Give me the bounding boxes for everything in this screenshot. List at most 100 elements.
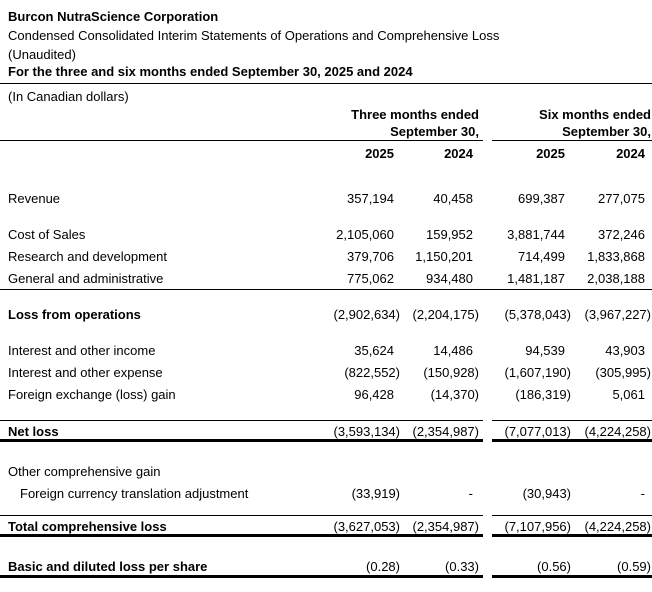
value-cell-6mo-2025: (7,107,956) (504, 519, 572, 534)
value-cell-6mo-2024: 2,038,188 (587, 271, 645, 286)
value-cell-3mo-2024: (14,370) (430, 387, 479, 402)
three-month-group: Revenue 357,194 40,458 (0, 188, 483, 210)
value-cell-3mo-2024: (2,354,987) (412, 424, 480, 439)
table-row: Total comprehensive loss (3,627,053) (2,35… (0, 515, 652, 537)
column-group-gap (483, 246, 492, 268)
six-month-group: 699,387 277,075 (492, 188, 652, 210)
value-cell-3mo-2024: - (468, 486, 473, 501)
column-header-date-row: September 30, September 30, (0, 124, 652, 141)
six-month-group: (7,107,956) (4,224,258) (492, 515, 652, 537)
value-cell-3mo-2024: (150,928) (423, 365, 479, 380)
column-group-gap (483, 420, 492, 442)
six-month-group: (5,378,043) (3,967,227) (492, 304, 652, 326)
table-row: Revenue 357,194 40,458 699,387 277,075 (0, 188, 652, 210)
year-header-3mo-2025: 2025 (365, 146, 394, 161)
three-month-group: Interest and other expense (822,552) (150,… (0, 362, 483, 384)
three-month-group: Basic and diluted loss per share (0.28) (0… (0, 556, 483, 578)
three-month-group: Cost of Sales 2,105,060 159,952 (0, 224, 483, 246)
row-label: Revenue (8, 191, 61, 206)
year-header-6mo-2024: 2024 (616, 146, 645, 161)
year-header-6mo-2025: 2025 (536, 146, 565, 161)
spacer-row (0, 210, 652, 224)
year-header-3mo-2024: 2024 (444, 146, 473, 161)
row-label: Net loss (8, 424, 59, 439)
column-group-gap (483, 304, 492, 326)
six-month-group: 3,881,744 372,246 (492, 224, 652, 246)
value-cell-6mo-2025: 699,387 (518, 191, 565, 206)
three-month-group: Other comprehensive gain (0, 461, 483, 483)
spacer-row (0, 537, 652, 556)
three-month-group: General and administrative 775,062 934,480 (0, 268, 483, 289)
three-month-group: Foreign currency translation adjustment (… (0, 483, 483, 505)
audit-status: (Unaudited) (8, 47, 76, 62)
spacer-row (0, 406, 652, 420)
row-label: Cost of Sales (8, 227, 86, 242)
column-header-period-row: Three months ended Six months ended (0, 106, 652, 124)
three-month-group: Research and development 379,706 1,150,201 (0, 246, 483, 268)
value-cell-3mo-2025: (3,627,053) (333, 519, 401, 534)
six-month-group: (186,319) 5,061 (492, 384, 652, 406)
table-row: Net loss (3,593,134) (2,354,987) (7,077,013… (0, 420, 652, 442)
value-cell-6mo-2025: (1,607,190) (504, 365, 572, 380)
row-label: Total comprehensive loss (8, 519, 167, 534)
three-month-group: 2025 2024 (0, 144, 483, 163)
six-month-group: 2025 2024 (492, 144, 652, 163)
value-cell-6mo-2025: (30,943) (522, 486, 571, 501)
value-cell-3mo-2025 (300, 461, 400, 483)
column-group-gap (483, 268, 492, 289)
three-month-group: Foreign exchange (loss) gain 96,428 (14,37… (0, 384, 483, 406)
table-row: Basic and diluted loss per share (0.28) (0… (0, 556, 652, 578)
three-month-group-header: Three months ended (351, 107, 479, 122)
three-month-date-header: September 30, (0, 124, 483, 141)
value-cell-3mo-2025: (822,552) (344, 365, 400, 380)
three-month-group: Interest and other income 35,624 14,486 (0, 340, 483, 362)
value-cell-6mo-2024: (0.59) (617, 559, 651, 574)
row-label: Foreign exchange (loss) gain (8, 387, 176, 402)
column-group-gap (483, 144, 492, 163)
six-month-group-header: Six months ended (539, 107, 651, 122)
value-cell-6mo-2024 (571, 461, 652, 483)
value-cell-6mo-2025: 714,499 (518, 249, 565, 264)
row-label: Interest and other expense (8, 365, 163, 380)
table-row: Research and development 379,706 1,150,201… (0, 246, 652, 268)
table-row: Other comprehensive gain (0, 461, 652, 483)
column-group-gap (483, 362, 492, 384)
financial-statement-page: Burcon NutraScience Corporation Condense… (0, 9, 652, 578)
three-month-group: Total comprehensive loss (3,627,053) (2,35… (0, 515, 483, 537)
column-group-gap (483, 224, 492, 246)
column-group-gap (483, 384, 492, 406)
table-row: Interest and other income 35,624 14,486 94,… (0, 340, 652, 362)
value-cell-3mo-2025: 357,194 (347, 191, 394, 206)
six-month-group: 714,499 1,833,868 (492, 246, 652, 268)
value-cell-3mo-2025: 35,624 (354, 343, 394, 358)
six-month-group (492, 461, 652, 483)
row-label: Research and development (8, 249, 167, 264)
row-label: Interest and other income (8, 343, 156, 358)
column-group-gap (483, 106, 492, 124)
value-cell-3mo-2025: (2,902,634) (333, 307, 401, 322)
value-cell-3mo-2024: (2,354,987) (412, 519, 480, 534)
row-label: Basic and diluted loss per share (8, 559, 208, 574)
value-cell-6mo-2025: 3,881,744 (507, 227, 565, 242)
table-row: Loss from operations (2,902,634) (2,204,17… (0, 304, 652, 326)
column-group-gap (483, 461, 492, 483)
statement-title: Condensed Consolidated Interim Statement… (8, 28, 500, 43)
three-month-group: Net loss (3,593,134) (2,354,987) (0, 420, 483, 442)
value-cell-3mo-2024: 14,486 (433, 343, 473, 358)
value-cell-3mo-2025: 96,428 (354, 387, 394, 402)
value-cell-3mo-2024: 1,150,201 (415, 249, 473, 264)
spacer-row (0, 326, 652, 340)
value-cell-6mo-2025: 1,481,187 (507, 271, 565, 286)
value-cell-6mo-2024: 1,833,868 (587, 249, 645, 264)
table-row: Foreign exchange (loss) gain 96,428 (14,37… (0, 384, 652, 406)
value-cell-6mo-2024: (305,995) (595, 365, 651, 380)
value-cell-6mo-2025: (0.56) (537, 559, 571, 574)
six-month-group: 1,481,187 2,038,188 (492, 268, 652, 289)
table-row: Interest and other expense (822,552) (150,… (0, 362, 652, 384)
table-row: Cost of Sales 2,105,060 159,952 3,881,744 37… (0, 224, 652, 246)
column-group-gap (483, 124, 492, 141)
year-row-spacer (0, 144, 300, 163)
value-cell-6mo-2024: 5,061 (612, 387, 645, 402)
value-cell-6mo-2024: (3,967,227) (584, 307, 652, 322)
six-month-group: (7,077,013) (4,224,258) (492, 420, 652, 442)
